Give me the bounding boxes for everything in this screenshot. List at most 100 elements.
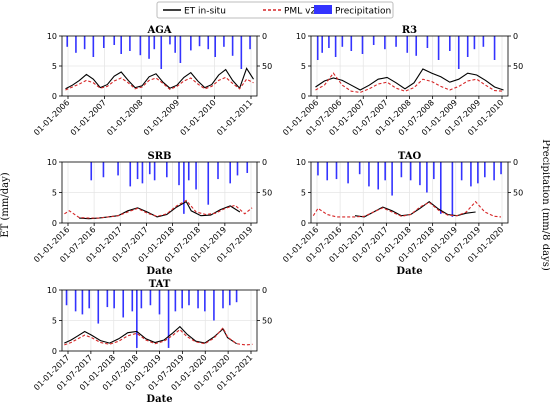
precip-bar <box>190 36 192 51</box>
precip-bar <box>187 162 190 181</box>
precip-bar <box>88 290 91 309</box>
precip-bar <box>148 162 151 175</box>
legend-precip-swatch <box>314 5 332 14</box>
precip-bar <box>466 36 469 57</box>
et-insitu-line <box>64 325 237 345</box>
precip-bar <box>384 162 386 181</box>
precip-bar <box>415 36 418 56</box>
precip-bar <box>384 36 386 50</box>
y-tick-label: 10 <box>296 158 306 167</box>
y2-tick-label: 50 <box>262 62 272 71</box>
pml-line <box>312 200 502 218</box>
precip-bar <box>419 162 421 186</box>
y-tick-label: 0 <box>301 219 306 228</box>
precip-bar <box>249 36 251 50</box>
precip-bar <box>141 162 144 184</box>
precip-bar <box>223 36 225 47</box>
precip-bar <box>240 36 243 69</box>
y-tick-label: 0 <box>301 92 306 101</box>
precip-bar <box>451 162 454 217</box>
panel-title: AGA <box>146 25 171 36</box>
precip-bar <box>372 36 375 45</box>
precip-bar <box>188 290 190 306</box>
precip-bar <box>473 36 476 50</box>
y-tick-label: 5 <box>52 317 57 326</box>
precip-bar <box>160 36 163 69</box>
precip-bar <box>166 162 168 178</box>
precip-bar <box>102 36 105 48</box>
precip-bar <box>213 290 215 321</box>
precip-bar <box>207 36 210 50</box>
y-axis-label-right: Precipitation (mm/8 days) <box>540 139 550 271</box>
y-tick-label: 0 <box>52 92 57 101</box>
y-tick-label: 10 <box>47 32 57 41</box>
precip-bar <box>153 162 156 181</box>
precip-bar <box>83 36 86 50</box>
precip-bar <box>92 36 95 57</box>
precip-bar <box>334 36 337 57</box>
x-tick-label: 01-01-2008 <box>105 98 144 137</box>
precip-bar <box>500 162 502 175</box>
precip-bar <box>106 290 109 308</box>
precip-bar <box>139 36 142 56</box>
precip-bar <box>65 290 68 306</box>
x-axis-label: Date <box>146 394 172 403</box>
y-tick-label: 0 <box>52 347 57 356</box>
et-insitu-line <box>315 68 504 91</box>
y2-tick-label: 0 <box>513 158 518 167</box>
precip-bar <box>217 162 219 180</box>
precip-bar <box>178 162 180 186</box>
precip-bar <box>198 36 201 47</box>
precip-bar <box>236 162 239 176</box>
y2-tick-label: 0 <box>513 32 518 41</box>
y2-tick-label: 50 <box>262 317 272 326</box>
x-tick-label: 01-01-2007 <box>69 98 108 137</box>
y2-tick-label: 50 <box>513 189 523 198</box>
precip-bar <box>406 36 409 53</box>
precip-bar <box>117 162 119 176</box>
precip-bar <box>120 36 122 54</box>
y-tick-label: 10 <box>47 158 57 167</box>
precip-bar <box>358 162 361 175</box>
precip-bar <box>129 162 132 187</box>
precip-bar <box>321 36 323 53</box>
precip-bar <box>174 290 177 312</box>
precip-bar <box>482 36 485 47</box>
precip-bar <box>426 36 429 48</box>
precip-bar <box>437 36 440 60</box>
et-insitu-line <box>65 67 254 90</box>
pml-line <box>315 72 504 93</box>
panel-title: SRB <box>148 151 172 162</box>
precip-bar <box>183 162 185 214</box>
precip-bar <box>97 290 100 324</box>
precip-bar <box>113 290 115 309</box>
precip-bar <box>148 36 150 59</box>
precip-bar <box>341 36 344 47</box>
precip-bar <box>140 290 143 309</box>
precip-bar <box>426 162 428 193</box>
precip-bar <box>400 162 403 178</box>
precip-bar <box>448 36 451 51</box>
precip-bar <box>113 36 116 45</box>
x-tick-label: 01-01-2011 <box>215 98 254 137</box>
precip-bar <box>326 162 329 181</box>
precip-bar <box>460 162 463 181</box>
precip-bar <box>153 36 156 50</box>
legend-et-label: ET in-situ <box>184 7 226 17</box>
precip-bar <box>316 36 319 60</box>
panel-title: R3 <box>402 25 417 36</box>
precip-bar <box>317 162 319 176</box>
precip-bar <box>136 162 139 180</box>
precip-bar <box>484 162 486 178</box>
precip-bar <box>439 162 442 214</box>
precip-bar <box>222 290 224 309</box>
precip-bar <box>395 36 397 47</box>
et-insitu-line <box>354 201 476 218</box>
chart-panel-aga: AGA 0 5 10 0 50 01-01-200601-01-200701-01-2008… <box>32 25 272 137</box>
precip-bar <box>181 290 183 309</box>
precip-bar <box>197 290 199 309</box>
